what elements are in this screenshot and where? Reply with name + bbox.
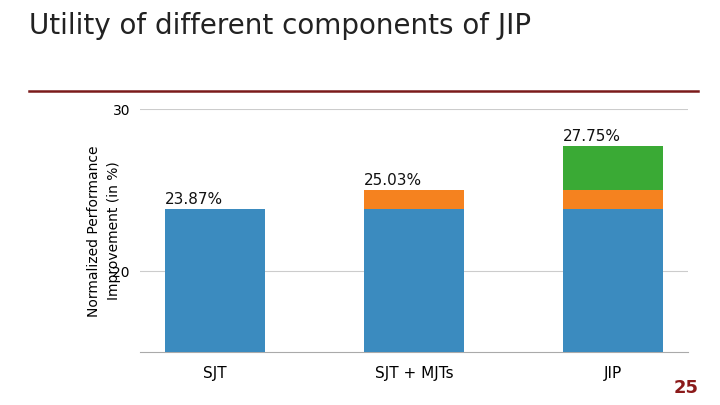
Text: 25: 25 [673, 379, 698, 397]
Text: Utility of different components of JIP: Utility of different components of JIP [29, 12, 531, 40]
Text: 27.75%: 27.75% [563, 129, 621, 144]
Bar [563, 190, 662, 209]
Bar [364, 190, 464, 209]
Text: 23.87%: 23.87% [166, 192, 223, 207]
Bar [166, 209, 265, 405]
Bar [364, 209, 464, 405]
Y-axis label: Normalized Performance
Improvement (in %): Normalized Performance Improvement (in %… [87, 145, 122, 317]
Bar [563, 146, 662, 190]
Bar [563, 209, 662, 405]
Text: 25.03%: 25.03% [364, 173, 423, 188]
